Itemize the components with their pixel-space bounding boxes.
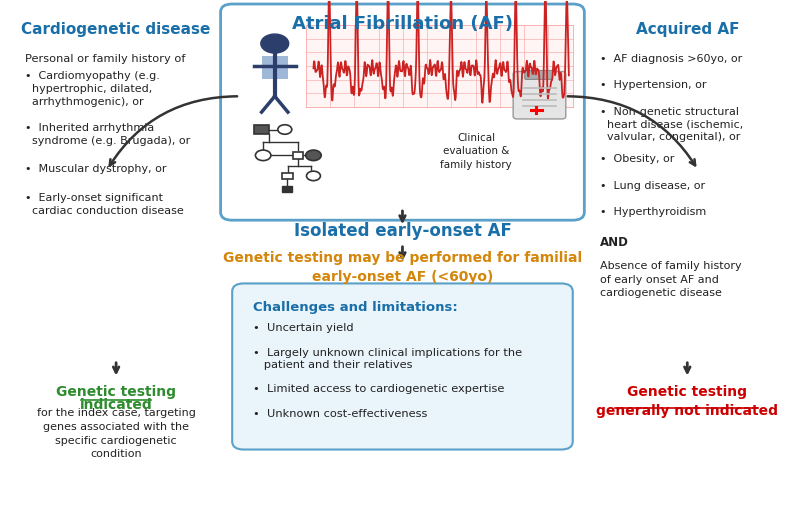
Text: •  Limited access to cardiogenetic expertise: • Limited access to cardiogenetic expert… bbox=[253, 384, 505, 394]
Circle shape bbox=[261, 34, 289, 53]
Text: indicated: indicated bbox=[80, 398, 153, 412]
Text: Personal or family history of: Personal or family history of bbox=[25, 54, 186, 64]
FancyBboxPatch shape bbox=[525, 70, 553, 80]
Circle shape bbox=[306, 171, 321, 181]
Bar bbox=[282, 186, 292, 192]
Text: •  Non-genetic structural
  heart disease (ischemic,
  valvular, congenital), or: • Non-genetic structural heart disease (… bbox=[600, 107, 743, 143]
Text: Clinical
evaluation &
family history: Clinical evaluation & family history bbox=[440, 133, 512, 170]
Text: •  Largely unknown clinical implications for the
   patient and their relatives: • Largely unknown clinical implications … bbox=[253, 348, 522, 370]
Text: •  Muscular dystrophy, or: • Muscular dystrophy, or bbox=[25, 164, 166, 174]
Bar bbox=[282, 173, 293, 179]
Text: •  Uncertain yield: • Uncertain yield bbox=[253, 323, 354, 333]
Text: •  Hypertension, or: • Hypertension, or bbox=[600, 81, 706, 91]
Text: Cardiogenetic disease: Cardiogenetic disease bbox=[22, 22, 210, 38]
FancyBboxPatch shape bbox=[306, 25, 573, 107]
Circle shape bbox=[306, 150, 321, 161]
Bar bbox=[254, 125, 270, 134]
Bar bbox=[293, 152, 303, 158]
Text: •  Early-onset significant
  cardiac conduction disease: • Early-onset significant cardiac conduc… bbox=[25, 193, 183, 216]
Text: Challenges and limitations:: Challenges and limitations: bbox=[253, 301, 458, 314]
Text: Acquired AF: Acquired AF bbox=[635, 22, 739, 38]
FancyBboxPatch shape bbox=[232, 284, 573, 449]
Text: Genetic testing
generally not indicated: Genetic testing generally not indicated bbox=[596, 385, 778, 418]
Text: •  Cardiomyopathy (e.g.
  hypertrophic, dilated,
  arrhythmogenic), or: • Cardiomyopathy (e.g. hypertrophic, dil… bbox=[25, 71, 160, 107]
Text: for the index case, targeting
genes associated with the
specific cardiogenetic
c: for the index case, targeting genes asso… bbox=[37, 409, 195, 459]
Text: •  Hyperthyroidism: • Hyperthyroidism bbox=[600, 207, 706, 217]
Text: •  AF diagnosis >60yo, or: • AF diagnosis >60yo, or bbox=[600, 54, 742, 64]
Text: Absence of family history
of early onset AF and
cardiogenetic disease: Absence of family history of early onset… bbox=[600, 261, 742, 298]
Circle shape bbox=[255, 150, 271, 161]
Text: Atrial Fibrillation (AF): Atrial Fibrillation (AF) bbox=[292, 15, 513, 33]
Text: •  Unknown cost-effectiveness: • Unknown cost-effectiveness bbox=[253, 410, 427, 419]
FancyBboxPatch shape bbox=[513, 72, 566, 119]
Text: Genetic testing: Genetic testing bbox=[56, 385, 176, 399]
Text: AND: AND bbox=[600, 236, 629, 249]
FancyBboxPatch shape bbox=[262, 56, 288, 79]
Circle shape bbox=[278, 125, 292, 134]
Text: Isolated early-onset AF: Isolated early-onset AF bbox=[294, 222, 511, 240]
FancyBboxPatch shape bbox=[221, 4, 584, 220]
Text: •  Inherited arrhythmia
  syndrome (e.g. Brugada), or: • Inherited arrhythmia syndrome (e.g. Br… bbox=[25, 123, 190, 146]
Text: •  Obesity, or: • Obesity, or bbox=[600, 154, 674, 164]
Text: •  Lung disease, or: • Lung disease, or bbox=[600, 181, 705, 191]
Text: Genetic testing may be performed for familial
early-onset AF (<60yo): Genetic testing may be performed for fam… bbox=[223, 251, 582, 285]
